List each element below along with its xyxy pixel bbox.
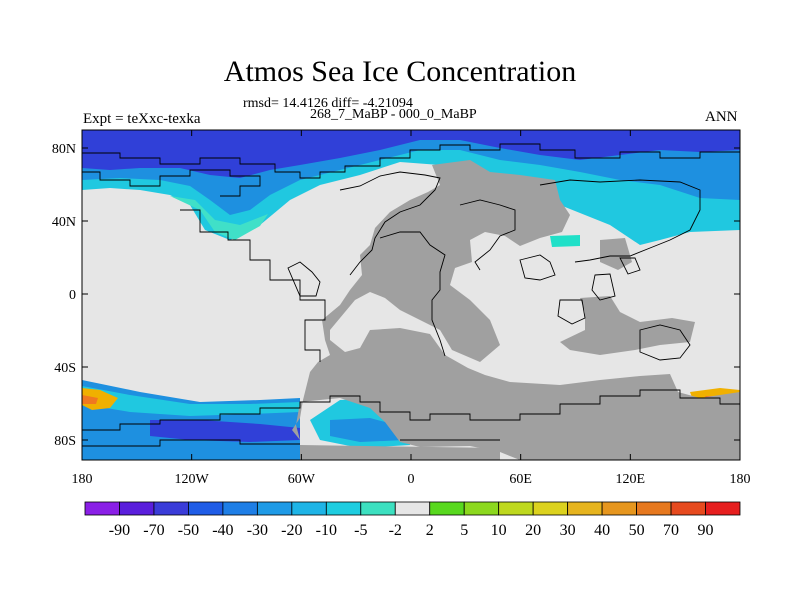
warm-anomaly-pacific-west <box>82 388 118 410</box>
map-axis-ticks <box>81 130 741 460</box>
colorbar-box <box>601 501 637 516</box>
colorbar-label: 90 <box>698 522 714 539</box>
season-label: ANN <box>705 109 738 125</box>
cyan-anomaly-india <box>550 235 580 247</box>
colorbar-box <box>256 501 293 516</box>
antarctic-anomaly-light <box>82 386 300 416</box>
colorbar-label: -90 <box>109 522 130 539</box>
colorbar-label: 70 <box>663 522 679 539</box>
colorbar-label: 2 <box>426 522 434 539</box>
antarctic-anomaly-deep <box>150 420 300 442</box>
colorbar-box <box>429 501 465 516</box>
colorbar-box <box>532 501 569 516</box>
lat-tick-label: 80N <box>52 142 76 157</box>
period-subtitle: 268_7_MaBP - 000_0_MaBP <box>310 107 477 122</box>
colorbar-label: -30 <box>247 522 268 539</box>
lon-tick-label: 120E <box>616 472 646 487</box>
colorbar-box <box>498 501 534 516</box>
colorbar-label: 5 <box>460 522 468 539</box>
colorbar-label: 50 <box>629 522 645 539</box>
colorbar-box <box>119 501 155 516</box>
colorbar-box <box>670 501 706 516</box>
colorbar-box <box>291 501 327 516</box>
asia-fragment-east <box>600 238 632 270</box>
pangea-landmass <box>292 160 740 460</box>
colorbar-label: 40 <box>594 522 610 539</box>
warm-anomaly-pacific-west-core <box>82 395 98 404</box>
lat-tick-label: 80S <box>54 434 76 449</box>
lon-tick-label: 120W <box>175 472 210 487</box>
lon-tick-label: 180 <box>72 472 93 487</box>
colorbar-label: 20 <box>525 522 541 539</box>
colorbar-box <box>325 501 362 516</box>
coastline-outlines <box>82 143 740 447</box>
arctic-anomaly-deep <box>82 130 740 178</box>
colorbar-box <box>567 501 603 516</box>
lon-tick-label: 60W <box>288 472 316 487</box>
stats-subtitle: rmsd= 14.4126 diff= -4.21094 <box>243 96 413 111</box>
colorbar-box <box>360 501 396 516</box>
lat-tick-label: 40S <box>54 361 76 376</box>
lat-tick-label: 0 <box>69 288 76 303</box>
colorbar-box <box>84 501 120 516</box>
colorbar-label: -2 <box>389 522 402 539</box>
colorbar-box <box>636 501 672 516</box>
colorbar-box <box>394 501 431 516</box>
colorbar-box <box>188 501 224 516</box>
colorbar-label: -50 <box>178 522 199 539</box>
plot-title: Atmos Sea Ice Concentration <box>223 55 577 88</box>
colorbar-label: 10 <box>491 522 507 539</box>
colorbar-label: -40 <box>212 522 233 539</box>
antarctic-anomaly-east-mid <box>330 418 405 442</box>
lon-tick-label: 180 <box>730 472 751 487</box>
lon-tick-label: 60E <box>509 472 532 487</box>
lon-tick-label: 0 <box>408 472 415 487</box>
colorbar-label: -70 <box>143 522 164 539</box>
arctic-anomaly-pale <box>170 196 268 240</box>
colorbar-box <box>153 501 189 516</box>
experiment-label: Expt = teXxc-texka <box>83 111 201 127</box>
south-land-fringe <box>300 445 500 460</box>
colorbar-box <box>463 501 500 516</box>
asia-fragment-southeast <box>560 296 695 355</box>
map-axis-labels: 80N 40N 0 40S 80S 180 120W 60W 0 60E 120E 180 <box>52 142 751 487</box>
lat-tick-label: 40N <box>52 215 76 230</box>
colorbar-label: -5 <box>354 522 367 539</box>
colorbar-label: 30 <box>560 522 576 539</box>
colorbar-label: -20 <box>281 522 302 539</box>
colorbar-box <box>222 501 258 516</box>
colorbar-box <box>705 501 741 516</box>
colorbar-label: -10 <box>316 522 337 539</box>
